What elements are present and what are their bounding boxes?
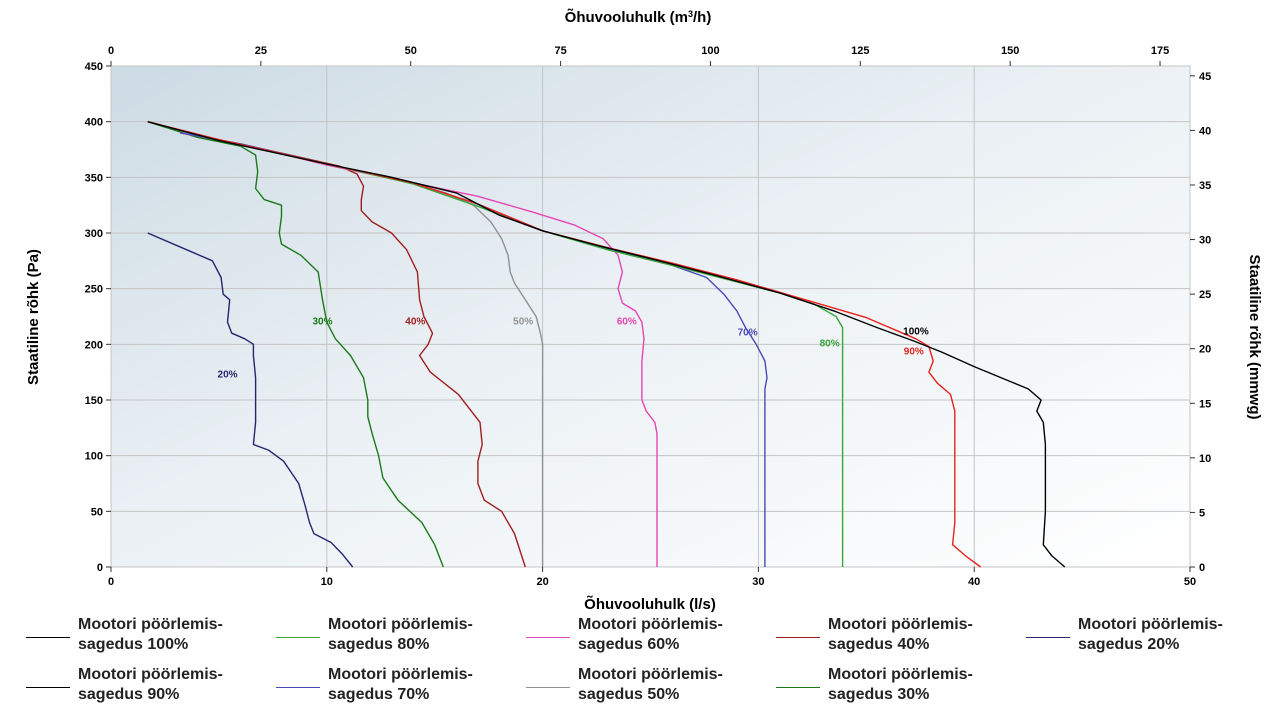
legend: Mootori pöörlemis-sagedus 100% Mootori pö…	[0, 612, 1277, 722]
tick-label-left: 50	[91, 506, 103, 518]
series-line-100	[147, 121, 1066, 568]
legend-item: Mootori pöörlemis-sagedus 60%	[526, 612, 756, 662]
curve-labels: 100% 90% 80% 70% 60% 50% 40% 30% 20%	[218, 316, 929, 380]
legend-label: Mootori pöörlemis-sagedus 30%	[828, 666, 973, 703]
legend-swatch	[776, 687, 820, 688]
legend-item: Mootori pöörlemis-sagedus 30%	[776, 662, 1006, 712]
series-line-30	[147, 121, 444, 568]
curve-label-60: 60%	[617, 316, 637, 327]
tick-label-left: 400	[85, 117, 103, 129]
tick-label-left: 300	[85, 228, 103, 240]
right-axis-title: Staatiline rõhk (mmwg)	[1246, 254, 1263, 419]
tick-label-top: 0	[108, 45, 114, 57]
tick-label-left: 200	[85, 339, 103, 351]
tick-label-bottom: 30	[752, 576, 764, 588]
tick-label-right: 45	[1199, 71, 1211, 83]
legend-item: Mootori pöörlemis-sagedus 100%	[26, 612, 256, 662]
legend-item: Mootori pöörlemis-sagedus 80%	[276, 612, 506, 662]
legend-swatch	[276, 637, 320, 638]
plot-area	[110, 65, 1191, 568]
top-axis-title: Õhuvooluhulk (m3/h)	[565, 8, 712, 26]
legend-swatch	[776, 637, 820, 638]
curve-label-50: 50%	[513, 316, 533, 327]
legend-item: Mootori pöörlemis-sagedus 90%	[26, 662, 256, 712]
legend-label: Mootori pöörlemis-sagedus 70%	[328, 666, 473, 703]
legend-label: Mootori pöörlemis-sagedus 100%	[78, 616, 223, 653]
tick-label-top: 100	[701, 45, 719, 57]
tick-label-left: 350	[85, 172, 103, 184]
legend-label: Mootori pöörlemis-sagedus 90%	[78, 666, 223, 703]
curve-label-40: 40%	[405, 316, 425, 327]
series-line-40	[179, 132, 526, 568]
left-axis-title: Staatiline rõhk (Pa)	[25, 249, 42, 385]
tick-label-right: 10	[1199, 453, 1211, 465]
legend-swatch	[276, 687, 320, 688]
legend-swatch	[26, 687, 70, 688]
series-line-20	[147, 232, 354, 568]
legend-swatch	[1026, 637, 1070, 638]
tick-label-top: 150	[1001, 45, 1019, 57]
legend-swatch	[526, 687, 570, 688]
tick-label-left: 450	[85, 61, 103, 73]
tick-label-top: 25	[255, 45, 267, 57]
tick-label-right: 25	[1199, 289, 1211, 301]
curve-label-20: 20%	[218, 370, 238, 381]
series-line-80	[147, 121, 844, 567]
legend-label: Mootori pöörlemis-sagedus 40%	[828, 616, 973, 653]
legend-item: Mootori pöörlemis-sagedus 20%	[1026, 612, 1256, 662]
tick-label-bottom: 10	[321, 576, 333, 588]
tick-label-bottom: 40	[968, 576, 980, 588]
bottom-axis-title: Õhuvooluhulk (l/s)	[584, 595, 716, 612]
legend-item: Mootori pöörlemis-sagedus 40%	[776, 612, 1006, 662]
legend-label: Mootori pöörlemis-sagedus 80%	[328, 616, 473, 653]
tick-label-right: 0	[1199, 562, 1205, 574]
tick-label-top: 50	[405, 45, 417, 57]
tick-label-bottom: 50	[1184, 576, 1196, 588]
tick-label-right: 35	[1199, 180, 1211, 192]
tick-label-left: 150	[85, 395, 103, 407]
tick-label-right: 30	[1199, 235, 1211, 247]
tick-label-bottom: 0	[108, 576, 114, 588]
legend-item: Mootori pöörlemis-sagedus 50%	[526, 662, 756, 712]
curve-label-30: 30%	[312, 316, 332, 327]
legend-label: Mootori pöörlemis-sagedus 20%	[1078, 616, 1223, 653]
tick-label-right: 20	[1199, 344, 1211, 356]
legend-item: Mootori pöörlemis-sagedus 70%	[276, 662, 506, 712]
tick-label-left: 250	[85, 284, 103, 296]
series-line-90	[147, 121, 982, 568]
tick-label-top: 75	[554, 45, 566, 57]
curve-label-100: 100%	[903, 326, 929, 337]
legend-swatch	[26, 637, 70, 638]
legend-label: Mootori pöörlemis-sagedus 60%	[578, 616, 723, 653]
tick-label-top: 125	[851, 45, 869, 57]
curve-label-80: 80%	[820, 339, 840, 350]
tick-label-left: 0	[97, 562, 103, 574]
tick-label-top: 175	[1151, 45, 1169, 57]
curve-label-90: 90%	[904, 346, 924, 357]
tick-label-right: 40	[1199, 125, 1211, 137]
legend-label: Mootori pöörlemis-sagedus 50%	[578, 666, 723, 703]
legend-swatch	[526, 637, 570, 638]
curve-label-70: 70%	[738, 327, 758, 338]
grid	[110, 65, 1191, 568]
tick-label-right: 15	[1199, 398, 1211, 410]
tick-label-left: 100	[85, 451, 103, 463]
tick-label-right: 5	[1199, 507, 1205, 519]
tick-label-bottom: 20	[536, 576, 548, 588]
curves	[147, 121, 1066, 568]
